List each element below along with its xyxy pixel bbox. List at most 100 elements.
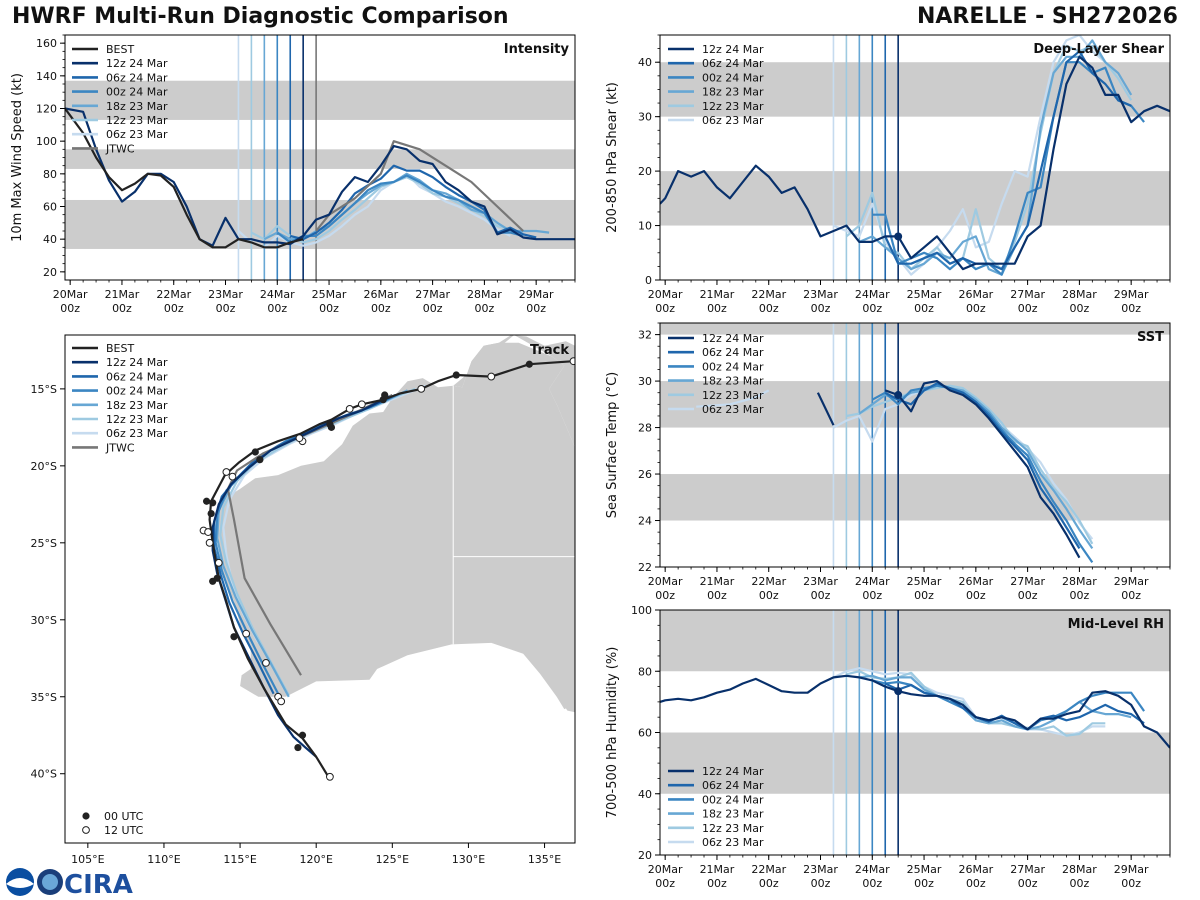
sst-xtick-sublabel: 00z bbox=[914, 589, 934, 602]
rh-band-1 bbox=[660, 610, 1170, 672]
intensity-xtick-label: 28Mar bbox=[467, 288, 502, 301]
shear-xtick-label: 20Mar bbox=[648, 288, 683, 301]
rh-xtick-label: 23Mar bbox=[803, 863, 838, 876]
intensity-xtick-label: 24Mar bbox=[260, 288, 295, 301]
sst-xtick-label: 25Mar bbox=[907, 575, 942, 588]
rh-xtick-sublabel: 00z bbox=[707, 877, 727, 890]
track-legend-label: 12z 23 Mar bbox=[106, 413, 168, 426]
track-title: Track bbox=[530, 343, 569, 358]
shear-legend-label: 06z 23 Mar bbox=[702, 114, 764, 127]
shear-panel: 01020304020Mar00z21Mar00z22Mar00z23Mar00… bbox=[605, 34, 1171, 315]
best-track-12utc-marker bbox=[325, 772, 334, 781]
sst-legend-label: 18z 23 Mar bbox=[702, 375, 764, 388]
track-legend-label: 00z 24 Mar bbox=[106, 385, 168, 398]
rh-panel: 2040608010020Mar00z21Mar00z22Mar00z23Mar… bbox=[605, 604, 1171, 890]
shear-current-point bbox=[894, 232, 903, 241]
rh-band-0 bbox=[660, 732, 1170, 794]
rh-xtick-label: 26Mar bbox=[958, 863, 993, 876]
intensity-xtick-label: 29Mar bbox=[519, 288, 554, 301]
sst-xtick-sublabel: 00z bbox=[862, 589, 882, 602]
track-panel: 105°E 110°E 115°E 120°E 125°E 130°E 135°E 15°S 2… bbox=[31, 334, 576, 866]
sst-xtick-label: 22Mar bbox=[751, 575, 786, 588]
track-line bbox=[219, 387, 416, 696]
best-track-12utc-marker bbox=[277, 697, 286, 706]
sst-xtick-label: 29Mar bbox=[1114, 575, 1149, 588]
best-track-12utc-marker bbox=[222, 468, 231, 476]
best-track-00utc-marker bbox=[209, 499, 217, 507]
land-polygon bbox=[453, 335, 575, 448]
track-legend-label: 18z 23 Mar bbox=[106, 399, 168, 412]
track-xtick-label: 115°E bbox=[223, 853, 256, 866]
intensity-xtick-sublabel: 00z bbox=[371, 302, 391, 315]
intensity-series-line bbox=[276, 174, 524, 244]
sst-xtick-sublabel: 00z bbox=[655, 589, 675, 602]
shear-xtick-sublabel: 00z bbox=[707, 302, 727, 315]
best-track-12utc-marker bbox=[262, 658, 270, 667]
rh-xtick-sublabel: 00z bbox=[1018, 877, 1038, 890]
sst-xtick-label: 24Mar bbox=[855, 575, 890, 588]
sst-ytick-label: 24 bbox=[638, 515, 652, 528]
intensity-xtick-sublabel: 00z bbox=[423, 302, 443, 315]
intensity-xtick-sublabel: 00z bbox=[319, 302, 339, 315]
rh-ytick-label: 100 bbox=[631, 604, 652, 617]
shear-series-line bbox=[660, 55, 1170, 271]
shear-ylabel: 200-850 hPa Shear (kt) bbox=[605, 82, 620, 233]
rh-ytick-label: 20 bbox=[638, 849, 652, 862]
intensity-ytick-label: 160 bbox=[36, 37, 57, 50]
rh-xtick-sublabel: 00z bbox=[759, 877, 779, 890]
cira-logo-text: CIRA bbox=[64, 870, 133, 900]
track-legend-label: BEST bbox=[106, 342, 134, 355]
track-xtick-label: 120°E bbox=[299, 853, 332, 866]
shear-xtick-sublabel: 00z bbox=[1121, 302, 1141, 315]
track-legend-label: JTWC bbox=[105, 441, 135, 454]
land-polygon bbox=[215, 342, 575, 710]
track-xtick-label: 105°E bbox=[71, 853, 104, 866]
intensity-band-1 bbox=[65, 149, 575, 169]
best-track-00utc-marker bbox=[230, 633, 238, 641]
shear-title: Deep-Layer Shear bbox=[1033, 42, 1164, 57]
sst-current-point bbox=[894, 391, 903, 400]
best-track-00utc-marker bbox=[256, 456, 264, 464]
intensity-xtick-label: 25Mar bbox=[312, 288, 347, 301]
sst-xtick-label: 27Mar bbox=[1010, 575, 1045, 588]
rh-plot-area bbox=[660, 610, 1170, 855]
intensity-xtick-label: 20Mar bbox=[53, 288, 88, 301]
intensity-legend-label: 06z 23 Mar bbox=[106, 128, 168, 141]
rh-xtick-sublabel: 00z bbox=[966, 877, 986, 890]
sst-ytick-label: 28 bbox=[638, 422, 652, 435]
shear-legend-label: 00z 24 Mar bbox=[702, 71, 764, 84]
best-track-00utc-marker bbox=[207, 509, 215, 518]
rh-xtick-label: 24Mar bbox=[855, 863, 890, 876]
intensity-series-line bbox=[65, 107, 304, 249]
rh-series-line bbox=[833, 667, 1106, 737]
rh-legend-label: 12z 24 Mar bbox=[702, 765, 764, 778]
track-legend-label: 06z 24 Mar bbox=[106, 370, 168, 383]
best-track-12utc-marker bbox=[205, 538, 214, 547]
track-ytick-label: 30°S bbox=[31, 614, 57, 627]
sst-xtick-sublabel: 00z bbox=[759, 589, 779, 602]
shear-legend-label: 12z 23 Mar bbox=[702, 100, 764, 113]
shear-band-1 bbox=[660, 62, 1170, 117]
track-ytick-label: 20°S bbox=[31, 460, 57, 473]
sst-series-line bbox=[696, 389, 770, 408]
rh-xtick-sublabel: 00z bbox=[655, 877, 675, 890]
intensity-panel: 2040608010012014016020Mar00z21Mar00z22Ma… bbox=[10, 34, 576, 315]
best-track-12utc-marker bbox=[228, 472, 237, 481]
best-track-00utc-marker bbox=[452, 371, 460, 379]
sst-ytick-label: 26 bbox=[638, 468, 652, 481]
intensity-legend-label: 06z 24 Mar bbox=[106, 71, 168, 84]
rh-ytick-label: 80 bbox=[638, 665, 652, 678]
noaa-wave-icon bbox=[6, 878, 34, 888]
shear-xtick-label: 27Mar bbox=[1010, 288, 1045, 301]
sst-series-line bbox=[846, 384, 1094, 545]
best-track-00utc-marker bbox=[294, 743, 302, 752]
sst-frame bbox=[659, 322, 1171, 568]
sst-xtick-label: 20Mar bbox=[648, 575, 683, 588]
rh-xtick-label: 21Mar bbox=[700, 863, 735, 876]
shear-xtick-label: 26Mar bbox=[958, 288, 993, 301]
shear-legend-label: 06z 24 Mar bbox=[702, 57, 764, 70]
intensity-legend-label: BEST bbox=[106, 43, 134, 56]
shear-plot-area bbox=[660, 35, 1170, 280]
track-legend-label: 12z 24 Mar bbox=[106, 356, 168, 369]
